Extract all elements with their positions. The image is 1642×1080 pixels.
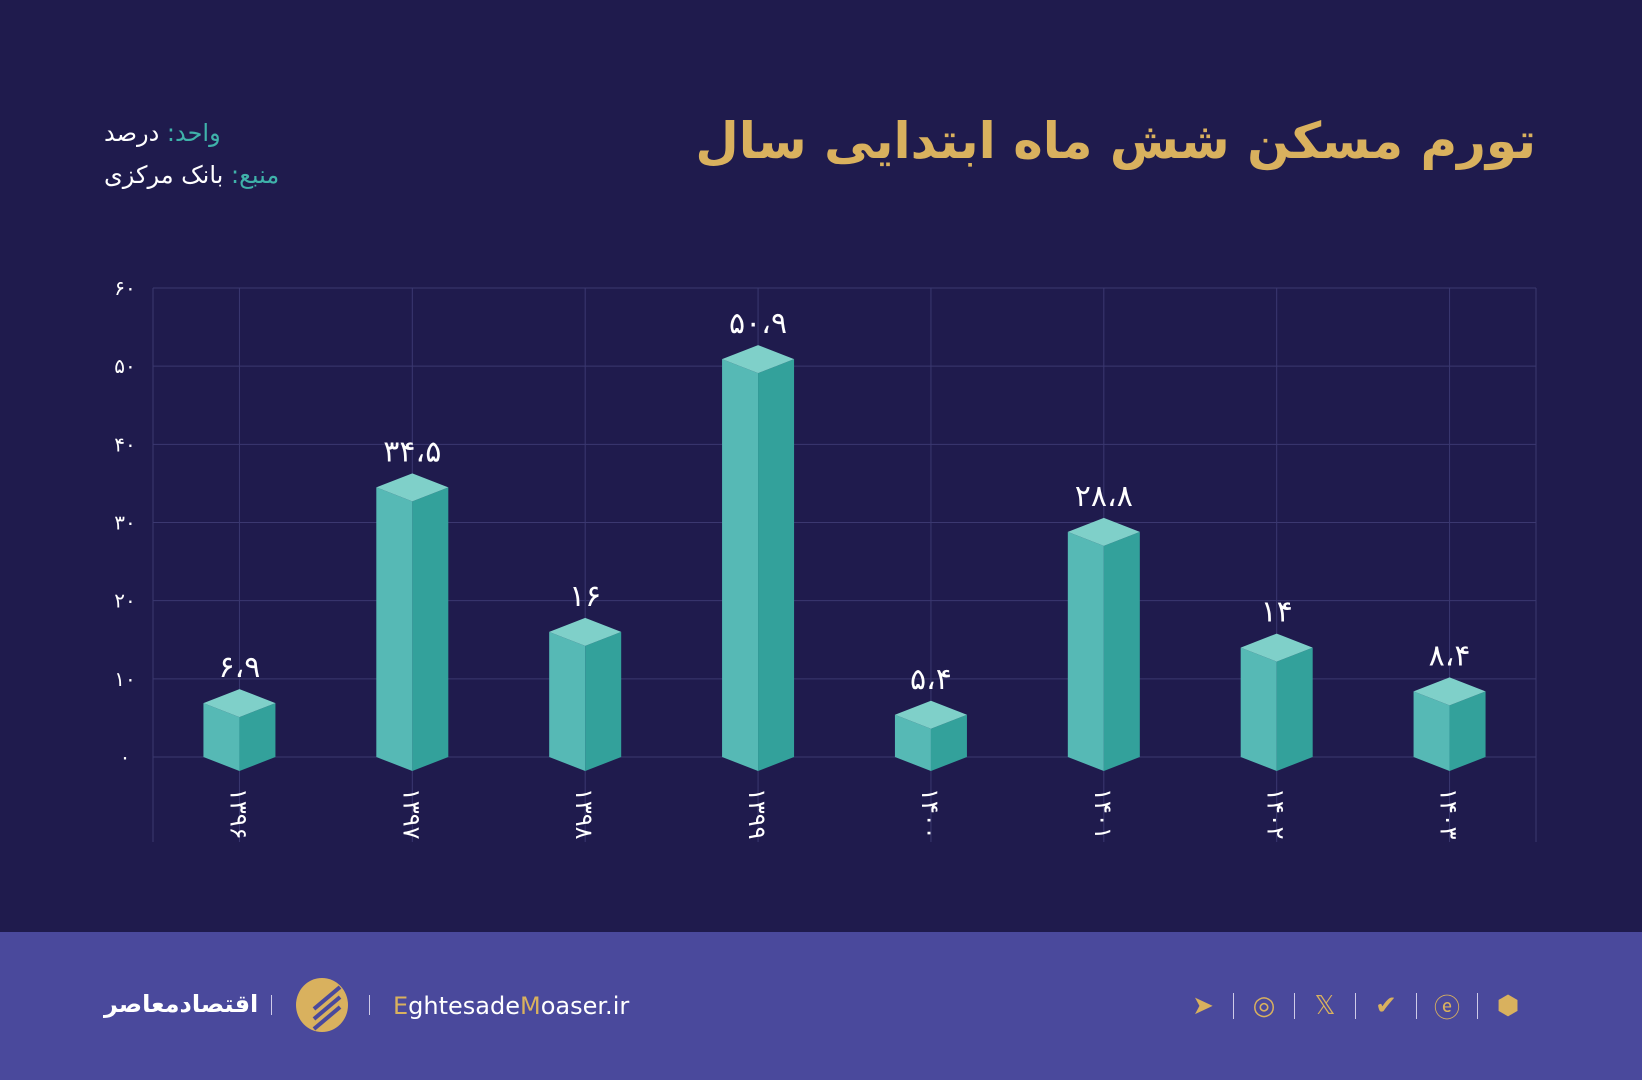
rubika-icon[interactable]: ⓔ xyxy=(1433,993,1460,1024)
value-label: ۳۴،۵ xyxy=(383,434,441,469)
bar-right-face xyxy=(930,714,967,771)
bale-icon[interactable]: ✔ xyxy=(1375,991,1397,1021)
bar-left-face xyxy=(549,631,586,771)
source-value: بانک مرکزی xyxy=(104,161,224,189)
site-m: M xyxy=(520,992,541,1020)
unit-value: درصد xyxy=(104,119,160,147)
x-tick-label: ۱۳۹۶ xyxy=(224,788,252,840)
footer xyxy=(0,932,1642,1080)
bar-right-face xyxy=(1449,691,1486,771)
x-tick-label: ۱۴۰۰ xyxy=(916,788,944,840)
bar-left-face xyxy=(722,359,759,771)
eitaa-icon[interactable]: ⬢ xyxy=(1496,991,1520,1021)
bar-top-face xyxy=(1240,633,1313,662)
divider xyxy=(369,995,370,1015)
x-tick-label: ۱۴۰۱ xyxy=(1089,788,1117,840)
y-tick-label: ۵۰ xyxy=(114,354,135,378)
bar-top-face xyxy=(1067,517,1140,546)
value-label: ۸،۴ xyxy=(1429,638,1471,673)
bar-top-face xyxy=(1413,677,1486,706)
bar-chart: ۰ ۱۰ ۲۰ ۳۰ ۴۰ ۵۰ ۶۰ ۶،۹ ۱۳۹۶ ۳۴،۵ ۱۳۹۷ ۱۶ ۱۳۹۸ ۵۰،۹ ۱۳… xyxy=(114,276,1537,842)
x-tick-label: ۱۴۰۳ xyxy=(1435,788,1463,840)
value-label: ۶،۹ xyxy=(218,650,260,685)
telegram-icon[interactable]: ➤ xyxy=(1192,991,1214,1021)
y-tick-label: ۰ xyxy=(120,745,131,769)
bar-left-face xyxy=(1067,531,1104,771)
unit-line: واحد: درصد xyxy=(104,112,279,154)
y-tick-label: ۲۰ xyxy=(114,589,135,613)
bar-left-face xyxy=(1240,647,1277,771)
y-tick-label: ۱۰ xyxy=(114,667,135,691)
bar-right-face xyxy=(1276,647,1313,771)
bar-right-face xyxy=(412,487,449,771)
x-tick-label: ۱۳۹۷ xyxy=(397,788,425,840)
divider xyxy=(271,995,272,1015)
bar-left-face xyxy=(203,703,240,771)
x-tick-label: ۱۳۹۹ xyxy=(743,788,771,840)
x-tick-label: ۱۴۰۲ xyxy=(1262,788,1290,840)
value-label: ۵،۴ xyxy=(910,662,952,697)
chart-meta: واحد: درصد منبع: بانک مرکزی xyxy=(104,112,279,196)
y-tick-label: ۶۰ xyxy=(114,276,135,300)
value-label: ۲۸،۸ xyxy=(1075,479,1133,514)
bar-right-face xyxy=(239,703,276,771)
brand-logo xyxy=(296,978,348,1032)
bar-left-face xyxy=(894,714,931,771)
site-e: E xyxy=(393,992,409,1020)
bar-left-face xyxy=(376,487,413,771)
y-tick-label: ۴۰ xyxy=(114,432,135,456)
x-icon[interactable]: 𝕏 xyxy=(1314,991,1336,1021)
bar-top-face xyxy=(203,689,276,718)
bar-left-face xyxy=(1413,691,1450,771)
value-label: ۱۶ xyxy=(569,579,601,614)
website-link[interactable]: EghtesadeMoaser.ir xyxy=(393,992,629,1020)
value-label: ۱۴ xyxy=(1261,595,1293,630)
value-label: ۵۰،۹ xyxy=(729,306,787,341)
source-label: منبع: xyxy=(230,161,280,189)
unit-label: واحد: xyxy=(166,119,221,147)
bar-top-face xyxy=(549,617,622,646)
x-tick-label: ۱۳۹۸ xyxy=(570,788,598,840)
chart-title: تورم مسکن شش ماه ابتدایی سال xyxy=(695,112,1536,170)
bar-right-face xyxy=(585,631,622,771)
social-icons: ➤ ◎ 𝕏 ✔ ⓔ ⬢ xyxy=(1173,988,1538,1024)
bar-right-face xyxy=(1103,531,1140,771)
bar-top-face xyxy=(376,473,449,502)
brand-name: اقتصادمعاصر xyxy=(104,990,259,1018)
bar-top-face xyxy=(894,700,967,729)
site-rest: oaser.ir xyxy=(540,992,630,1020)
source-line: منبع: بانک مرکزی xyxy=(104,154,279,196)
instagram-icon[interactable]: ◎ xyxy=(1252,991,1276,1021)
site-mid: ghtesade xyxy=(408,992,521,1020)
bar-top-face xyxy=(722,345,795,374)
y-tick-label: ۳۰ xyxy=(114,511,135,535)
bar-right-face xyxy=(758,359,795,771)
